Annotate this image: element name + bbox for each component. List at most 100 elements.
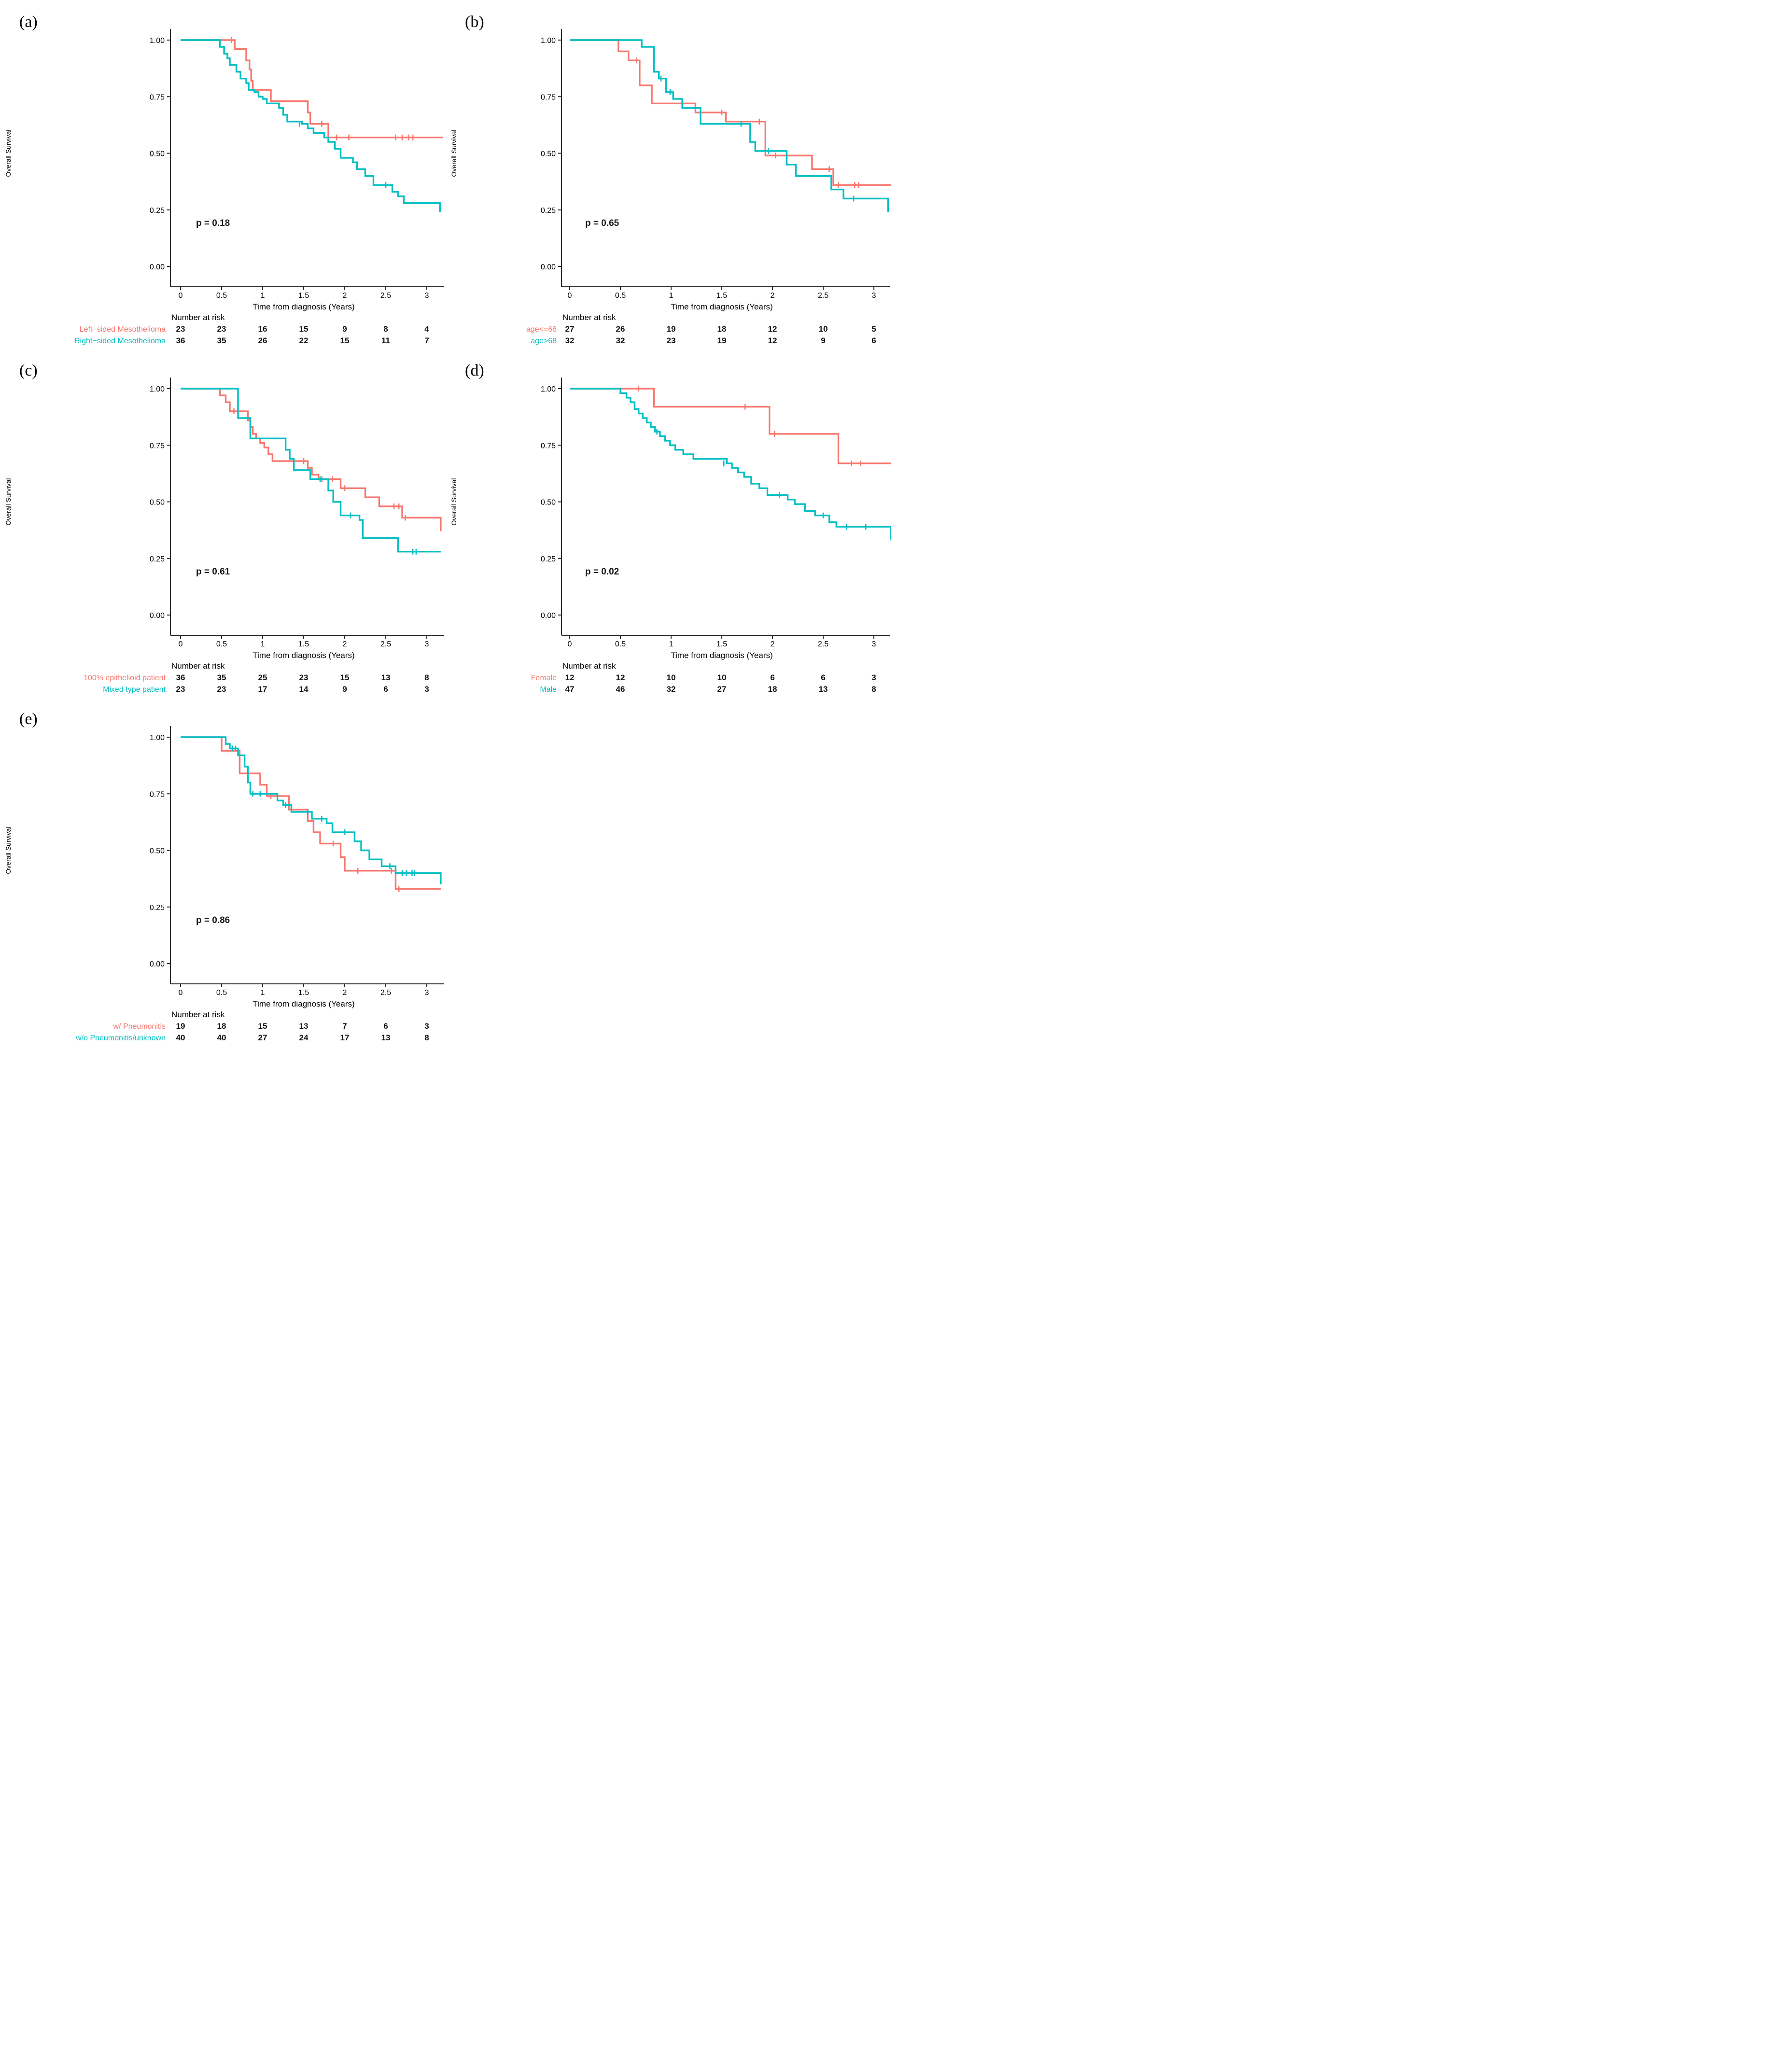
y-tick-label: 0.25 (541, 207, 556, 215)
x-tick-label: 2.5 (380, 989, 391, 997)
y-axis-title: Overall Survival (4, 478, 12, 525)
risk-count: 3 (424, 1022, 429, 1031)
risk-group-label: Male (540, 686, 557, 694)
censor-marks (299, 121, 387, 188)
risk-count: 12 (565, 673, 575, 682)
x-tick-label: 0 (568, 640, 572, 648)
y-tick-label: 1.00 (150, 385, 165, 393)
risk-count: 8 (424, 673, 429, 682)
risk-count: 18 (768, 685, 777, 694)
risk-count: 46 (616, 685, 625, 694)
risk-table-title: Number at risk (562, 313, 616, 322)
km-figure-grid: (a) Overall Survival 1.00 0.75 0.50 0.25 0.00 0… (0, 0, 891, 1046)
risk-count: 11 (381, 336, 390, 345)
risk-count: 9 (342, 685, 347, 694)
x-axis-title: Time from diagnosis (Years) (253, 999, 354, 1008)
risk-table-title: Number at risk (171, 313, 225, 322)
risk-count: 18 (717, 324, 727, 334)
risk-count: 24 (299, 1033, 309, 1042)
risk-count: 36 (176, 673, 185, 682)
risk-count: 17 (258, 685, 267, 694)
risk-count: 13 (381, 1033, 391, 1042)
risk-table-row: Right−sided Mesothelioma 36 35 26 22 15 11 7 (74, 336, 429, 345)
p-value-label: p = 0.65 (585, 218, 619, 228)
censor-marks (660, 75, 855, 202)
risk-table-row: age>68 32 32 23 19 12 9 6 (531, 336, 876, 345)
x-tick-label: 2 (343, 989, 347, 997)
y-tick-label: 1.00 (150, 734, 165, 742)
risk-count: 6 (770, 673, 774, 682)
censor-marks (231, 37, 414, 140)
risk-count: 15 (340, 673, 350, 682)
risk-count: 19 (717, 336, 727, 345)
risk-table-row: Mixed type patient 23 23 17 14 9 6 3 (103, 685, 429, 694)
y-tick-label: 1.00 (150, 37, 165, 45)
x-tick-label: 1.5 (298, 989, 309, 997)
risk-count: 15 (258, 1022, 267, 1031)
y-tick-label: 0.00 (541, 263, 556, 271)
panel-letter: (b) (465, 13, 484, 31)
x-tick-label: 2 (771, 292, 775, 300)
y-axis-title: Overall Survival (4, 826, 12, 874)
risk-count: 19 (176, 1022, 185, 1031)
risk-count: 23 (176, 685, 185, 694)
survival-curve (181, 736, 441, 890)
y-tick-label: 0.50 (150, 499, 165, 507)
km-chart-a: (a)Overall Survival1.000.750.500.250.000… (4, 13, 444, 345)
risk-count: 27 (258, 1033, 267, 1042)
risk-count: 40 (217, 1033, 226, 1042)
risk-group-label: Right−sided Mesothelioma (74, 337, 166, 345)
risk-count: 12 (768, 324, 777, 334)
risk-count: 10 (819, 324, 828, 334)
x-tick-label: 1.5 (716, 640, 727, 648)
x-tick-label: 0 (179, 989, 183, 997)
risk-count: 12 (768, 336, 777, 345)
survival-curve (570, 39, 891, 186)
y-tick-label: 0.50 (150, 847, 165, 855)
risk-count: 8 (383, 324, 388, 334)
risk-count: 14 (299, 685, 309, 694)
x-tick-label: 0 (179, 292, 183, 300)
y-tick-label: 1.00 (541, 37, 556, 45)
survival-curve (570, 388, 891, 464)
x-axis-title: Time from diagnosis (Years) (671, 302, 772, 311)
risk-count: 9 (821, 336, 825, 345)
x-tick-label: 2.5 (380, 292, 391, 300)
risk-table-title: Number at risk (562, 661, 616, 671)
censor-marks (231, 745, 415, 876)
risk-count: 10 (667, 673, 676, 682)
x-tick-label: 3 (872, 640, 876, 648)
risk-count: 6 (821, 673, 825, 682)
km-chart-e: (e)Overall Survival1.000.750.500.250.000… (4, 710, 444, 1042)
censor-marks (270, 793, 400, 892)
risk-count: 3 (424, 685, 429, 694)
risk-table-title: Number at risk (171, 661, 225, 671)
panel-b: (b) Overall Survival 1.00 0.75 0.50 0.25 0.00 0… (446, 0, 891, 349)
risk-count: 18 (217, 1022, 226, 1031)
risk-count: 40 (176, 1033, 185, 1042)
y-tick-label: 0.50 (541, 499, 556, 507)
y-axis-title: Overall Survival (4, 129, 12, 177)
x-tick-label: 3 (872, 292, 876, 300)
km-chart-b: (b)Overall Survival1.000.750.500.250.000… (450, 13, 891, 345)
y-tick-label: 0.00 (541, 612, 556, 620)
risk-count: 23 (217, 324, 226, 334)
y-tick-label: 0.75 (150, 93, 165, 101)
risk-count: 27 (717, 685, 727, 694)
x-tick-label: 1 (261, 640, 265, 648)
risk-table-row: w/ Pneumonitis 19 18 15 13 7 6 3 (113, 1022, 429, 1031)
risk-count: 8 (424, 1033, 429, 1042)
y-tick-label: 0.75 (541, 93, 556, 101)
risk-count: 16 (258, 324, 267, 334)
x-tick-label: 0 (179, 640, 183, 648)
p-value-label: p = 0.86 (196, 915, 230, 925)
survival-curve (181, 39, 441, 212)
x-tick-label: 1 (669, 640, 674, 648)
risk-count: 13 (819, 685, 828, 694)
risk-group-label: Left−sided Mesothelioma (80, 325, 166, 334)
y-tick-label: 0.25 (541, 555, 556, 563)
x-axis-title: Time from diagnosis (Years) (253, 651, 354, 660)
y-tick-label: 0.25 (150, 555, 165, 563)
risk-group-label: 100% epithelioid patient (84, 674, 166, 682)
censor-marks (636, 57, 859, 188)
